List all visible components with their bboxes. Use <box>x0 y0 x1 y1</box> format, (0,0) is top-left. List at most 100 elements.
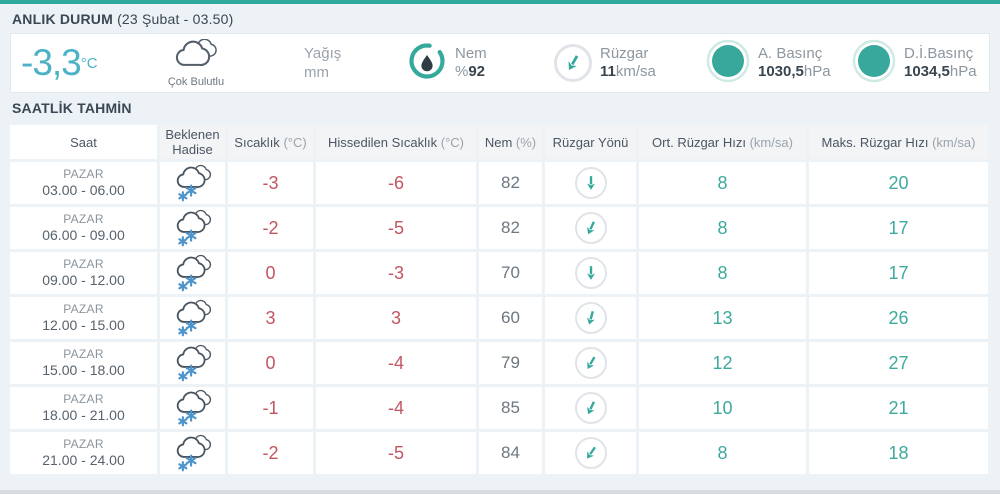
row-day-label: PAZAR <box>63 302 104 316</box>
wind-unit: km/sa <box>615 63 656 80</box>
column-header-beklenen-hadise: Beklenen Hadise <box>160 125 225 159</box>
temperature-cell: 0 <box>228 252 313 294</box>
wind-direction-icon <box>574 437 607 469</box>
avg-wind-cell: 8 <box>639 252 806 294</box>
wind-direction-icon <box>574 212 607 244</box>
sea-pressure-unit: hPa <box>949 63 977 80</box>
row-time-range: 21.00 - 24.00 <box>42 452 125 468</box>
row-day-label: PAZAR <box>63 392 104 406</box>
humidity-cell: 82 <box>479 162 542 204</box>
current-temperature: -3,3 °C <box>21 34 98 92</box>
column-header-saat: Saat <box>10 125 157 159</box>
row-time-range: 18.00 - 21.00 <box>42 407 125 423</box>
wind-direction-cell <box>545 342 636 384</box>
row-day-label: PAZAR <box>63 212 104 226</box>
feels-like-cell: -5 <box>316 432 476 474</box>
temperature-cell: 0 <box>228 342 313 384</box>
footer-strip <box>0 490 1000 494</box>
table-row: PAZAR 06.00 - 09.00 <box>10 207 988 249</box>
wind-value: 11 <box>600 63 616 80</box>
current-conditions-card: -3,3 °C Çok Bulutlu Yağış mm Nem %92 <box>10 33 990 93</box>
temperature-cell: -2 <box>228 207 313 249</box>
precipitation-label: Yağış <box>304 45 342 62</box>
snow-cloud-icon <box>160 299 225 337</box>
temperature-cell: -2 <box>228 432 313 474</box>
column-header-nem: Nem (%) <box>479 125 542 159</box>
time-cell: PAZAR 12.00 - 15.00 <box>10 297 157 339</box>
max-wind-cell: 27 <box>809 342 988 384</box>
temperature-cell: 3 <box>228 297 313 339</box>
temperature-cell: -3 <box>228 162 313 204</box>
condition-cell <box>160 342 225 384</box>
snow-cloud-icon <box>160 164 225 202</box>
time-cell: PAZAR 21.00 - 24.00 <box>10 432 157 474</box>
feels-like-cell: -3 <box>316 252 476 294</box>
column-header-ort-ruzgar: Ort. Rüzgar Hızı (km/sa) <box>639 125 806 159</box>
humidity-cell: 60 <box>479 297 542 339</box>
table-row: PAZAR 15.00 - 18.00 <box>10 342 988 384</box>
hourly-section-title: SAATLİK TAHMİN <box>12 100 1000 116</box>
wind-direction-icon <box>574 257 607 289</box>
wind-direction-icon <box>554 44 592 82</box>
pressure-block: A. Basınç 1030,5hPa <box>706 34 831 92</box>
humidity-cell: 85 <box>479 387 542 429</box>
avg-wind-cell: 8 <box>639 432 806 474</box>
wind-direction-cell <box>545 162 636 204</box>
snow-cloud-icon <box>160 254 225 292</box>
max-wind-cell: 26 <box>809 297 988 339</box>
row-time-range: 12.00 - 15.00 <box>42 317 125 333</box>
hourly-title-text: SAATLİK TAHMİN <box>12 100 132 116</box>
sea-pressure-icon <box>852 39 896 88</box>
max-wind-cell: 17 <box>809 207 988 249</box>
row-day-label: PAZAR <box>63 167 104 181</box>
snow-cloud-icon <box>160 434 225 472</box>
current-title-text: ANLIK DURUM <box>12 11 113 27</box>
precipitation-block: Yağış mm <box>304 34 341 92</box>
wind-direction-icon <box>574 302 607 334</box>
column-header-sicaklik: Sıcaklık (°C) <box>228 125 313 159</box>
condition-cell <box>160 162 225 204</box>
column-header-maks-ruzgar: Maks. Rüzgar Hızı (km/sa) <box>809 125 988 159</box>
humidity-cell: 82 <box>479 207 542 249</box>
row-time-range: 06.00 - 09.00 <box>42 227 125 243</box>
time-cell: PAZAR 15.00 - 18.00 <box>10 342 157 384</box>
wind-direction-cell <box>545 387 636 429</box>
row-time-range: 09.00 - 12.00 <box>42 272 125 288</box>
condition-cell <box>160 252 225 294</box>
condition-cell <box>160 432 225 474</box>
humidity-cell: 70 <box>479 252 542 294</box>
feels-like-cell: -5 <box>316 207 476 249</box>
snow-cloud-icon <box>160 389 225 427</box>
condition-cell <box>160 297 225 339</box>
wind-direction-icon <box>574 392 607 424</box>
wind-direction-cell <box>545 252 636 294</box>
current-condition: Çok Bulutlu <box>149 34 243 92</box>
time-cell: PAZAR 06.00 - 09.00 <box>10 207 157 249</box>
feels-like-cell: -4 <box>316 387 476 429</box>
table-row: PAZAR 09.00 - 12.00 <box>10 252 988 294</box>
sea-pressure-value: 1034,5 <box>904 63 950 80</box>
table-header-row: Saat Beklenen Hadise Sıcaklık (°C) Hisse… <box>10 125 988 159</box>
pressure-unit: hPa <box>803 63 831 80</box>
feels-like-cell: -4 <box>316 342 476 384</box>
hourly-forecast-table: Saat Beklenen Hadise Sıcaklık (°C) Hisse… <box>7 122 991 477</box>
avg-wind-cell: 13 <box>639 297 806 339</box>
humidity-label: Nem <box>455 45 487 62</box>
humidity-cell: 84 <box>479 432 542 474</box>
wind-direction-cell <box>545 432 636 474</box>
humidity-prefix: % <box>455 63 469 80</box>
max-wind-cell: 21 <box>809 387 988 429</box>
avg-wind-cell: 10 <box>639 387 806 429</box>
pressure-label: A. Basınç <box>758 45 823 62</box>
max-wind-cell: 20 <box>809 162 988 204</box>
feels-like-cell: 3 <box>316 297 476 339</box>
table-row: PAZAR 18.00 - 21.00 <box>10 387 988 429</box>
row-day-label: PAZAR <box>63 347 104 361</box>
row-time-range: 03.00 - 06.00 <box>42 182 125 198</box>
time-cell: PAZAR 03.00 - 06.00 <box>10 162 157 204</box>
max-wind-cell: 18 <box>809 432 988 474</box>
humidity-cell: 79 <box>479 342 542 384</box>
humidity-block: Nem %92 <box>407 34 487 92</box>
table-row: PAZAR 21.00 - 24.00 <box>10 432 988 474</box>
row-time-range: 15.00 - 18.00 <box>42 362 125 378</box>
